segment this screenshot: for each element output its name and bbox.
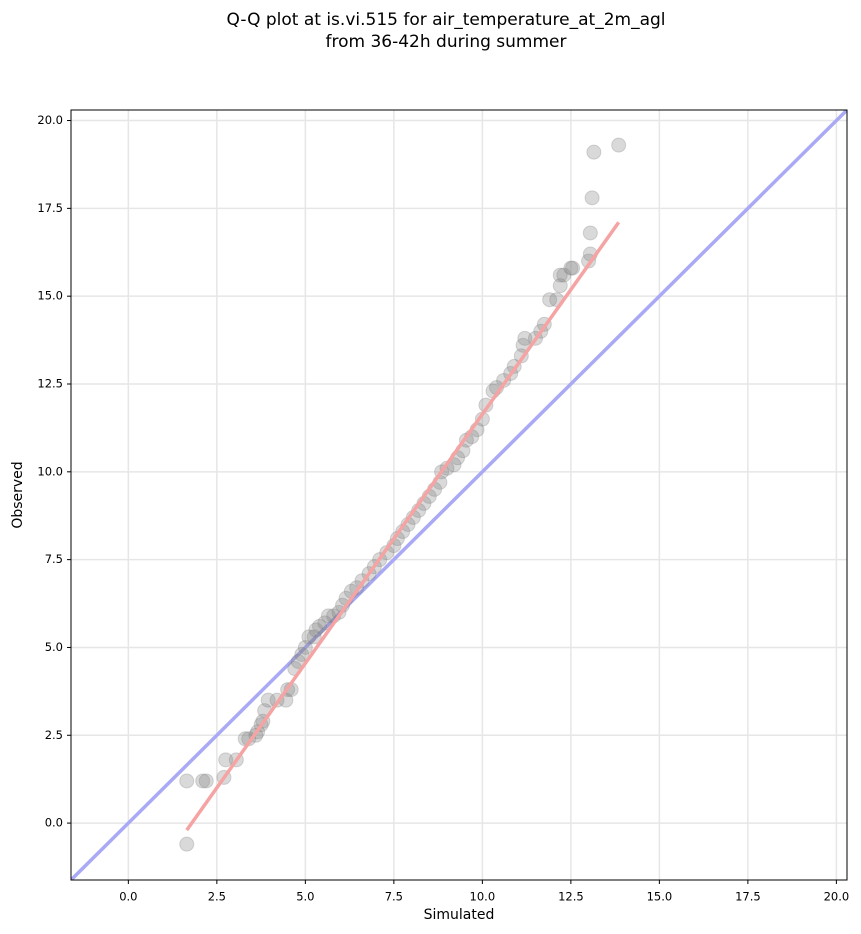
- y-tick-label: 7.5: [45, 552, 63, 566]
- x-tick-label: 20.0: [824, 890, 850, 904]
- x-axis-label: Simulated: [424, 907, 495, 923]
- point: [297, 639, 313, 655]
- y-tick-label: 17.5: [37, 201, 63, 215]
- point: [260, 692, 276, 708]
- point: [312, 618, 328, 634]
- x-tick-label: 5.0: [296, 890, 314, 904]
- point: [306, 629, 322, 645]
- point: [218, 752, 234, 768]
- point: [195, 773, 211, 789]
- point: [308, 622, 324, 638]
- point: [582, 225, 598, 241]
- x-tick-label: 2.5: [208, 890, 226, 904]
- x-tick-label: 0.0: [119, 890, 137, 904]
- point: [563, 260, 579, 276]
- x-tick-label: 15.0: [647, 890, 673, 904]
- point: [542, 292, 558, 308]
- y-tick-label: 15.0: [37, 289, 63, 303]
- x-tick-label: 12.5: [558, 890, 584, 904]
- point: [317, 615, 333, 631]
- point: [179, 836, 195, 852]
- fit-line: [185, 221, 621, 832]
- y-tick-label: 20.0: [37, 113, 63, 127]
- reference-line: [71, 110, 847, 880]
- point: [552, 278, 568, 294]
- plot-frame: [70, 109, 848, 881]
- y-tick-label: 12.5: [37, 376, 63, 390]
- y-tick-label: 0.0: [45, 816, 63, 830]
- point: [584, 190, 600, 206]
- point: [198, 773, 214, 789]
- point: [294, 646, 310, 662]
- plot-area: [71, 110, 847, 880]
- point: [320, 608, 336, 624]
- x-tick-label: 10.0: [470, 890, 496, 904]
- point: [565, 260, 581, 276]
- y-tick-label: 5.0: [45, 640, 63, 654]
- y-tick-label: 2.5: [45, 728, 63, 742]
- x-tick-label: 7.5: [385, 890, 403, 904]
- y-tick-label: 10.0: [37, 464, 63, 478]
- point: [179, 773, 195, 789]
- point: [556, 267, 572, 283]
- y-axis-label: Observed: [10, 461, 26, 528]
- point: [301, 629, 317, 645]
- point: [586, 144, 602, 160]
- point: [552, 267, 568, 283]
- chart-title: from 36-42h during summer: [326, 32, 567, 52]
- chart-title: Q-Q plot at is.vi.515 for air_temperatur…: [226, 10, 665, 30]
- point: [517, 330, 533, 346]
- x-tick-label: 17.5: [735, 890, 761, 904]
- point: [611, 137, 627, 153]
